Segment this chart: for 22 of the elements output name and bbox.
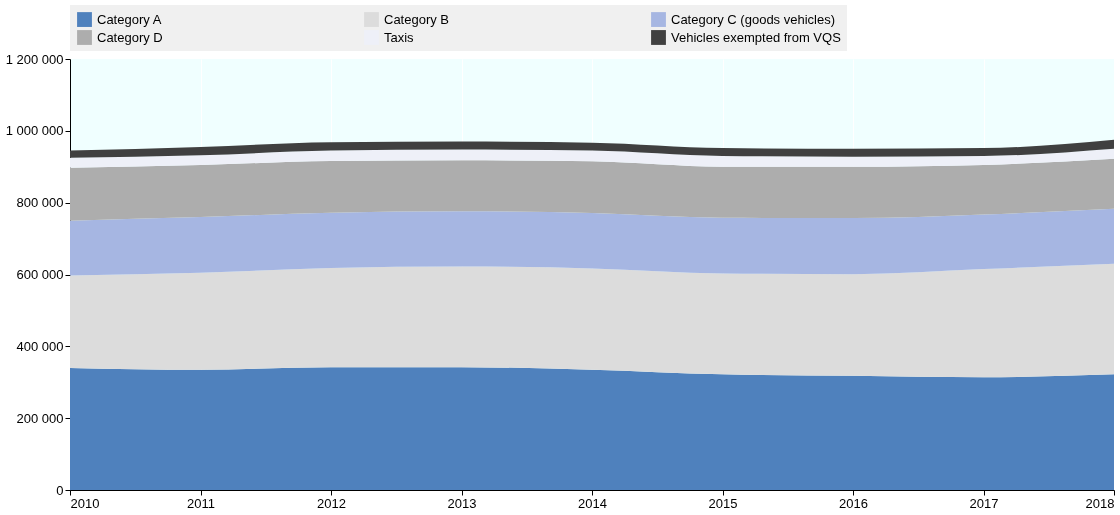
legend-label: Taxis bbox=[384, 29, 415, 45]
legend-label: Category A bbox=[97, 11, 162, 27]
y-tick-label: 600 000 bbox=[16, 267, 64, 282]
x-tick-label: 2010 bbox=[70, 495, 100, 511]
x-tick-label: 2012 bbox=[317, 495, 346, 511]
legend-label: Category D bbox=[97, 29, 163, 45]
y-tick-label: 200 000 bbox=[16, 410, 64, 426]
x-tick-label: 2011 bbox=[187, 495, 215, 511]
y-tick-label: 1 000 000 bbox=[5, 123, 64, 139]
x-tick-label: 2014 bbox=[578, 495, 607, 511]
x-tick-label: 2015 bbox=[708, 495, 738, 511]
y-tick-label: 400 000 bbox=[16, 338, 64, 354]
legend-label: Vehicles exempted from VQS bbox=[671, 29, 842, 45]
y-tick-label: 800 000 bbox=[16, 195, 64, 211]
legend-label: Category B bbox=[384, 11, 450, 27]
x-tick-label: 2017 bbox=[969, 495, 999, 511]
x-tick-label: 2013 bbox=[447, 495, 477, 511]
x-tick-label: 2018 bbox=[1085, 495, 1115, 511]
y-tick-label: 0 bbox=[56, 482, 64, 498]
y-tick-label: 1 200 000 bbox=[5, 51, 64, 67]
legend-label: Category C (goods vehicles) bbox=[671, 11, 836, 27]
x-tick-label: 2016 bbox=[839, 495, 868, 511]
